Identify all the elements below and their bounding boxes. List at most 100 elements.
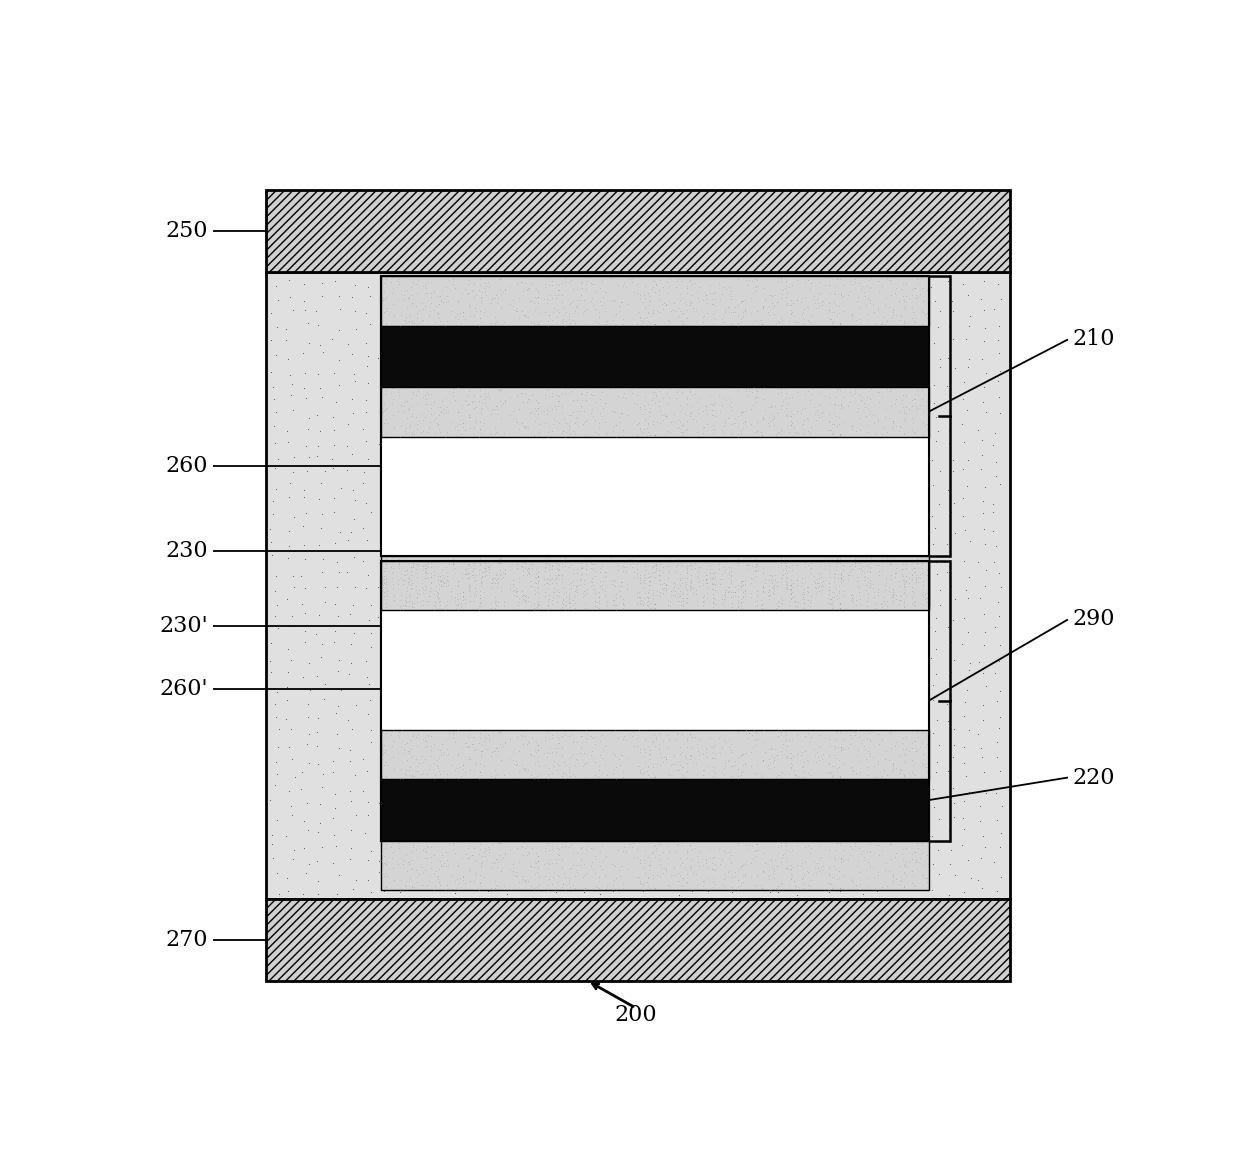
Point: [645, 768, 665, 787]
Point: [577, 560, 596, 578]
Point: [852, 557, 872, 576]
Point: [918, 767, 937, 786]
Point: [785, 863, 805, 882]
Point: [382, 557, 402, 576]
Point: [897, 554, 916, 572]
Point: [697, 294, 717, 313]
Point: [636, 841, 656, 860]
Point: [895, 584, 915, 603]
Point: [512, 552, 532, 571]
Point: [745, 596, 765, 615]
Point: [704, 750, 724, 768]
Point: [629, 548, 649, 567]
Point: [294, 344, 314, 362]
Point: [906, 853, 926, 872]
Point: [486, 396, 506, 415]
Point: [759, 570, 779, 589]
Point: [412, 574, 432, 592]
Point: [293, 517, 312, 536]
Point: [668, 544, 688, 563]
Point: [377, 307, 397, 326]
Point: [456, 738, 476, 757]
Point: [399, 872, 419, 890]
Point: [376, 554, 396, 572]
Point: [843, 418, 863, 436]
Point: [337, 679, 357, 698]
Point: [799, 298, 818, 317]
Point: [474, 588, 494, 606]
Point: [450, 868, 470, 887]
Point: [973, 826, 993, 845]
Point: [833, 850, 853, 869]
Point: [653, 604, 673, 623]
Point: [791, 434, 811, 453]
Point: [438, 863, 458, 882]
Point: [552, 594, 572, 612]
Point: [646, 274, 666, 293]
Point: [528, 567, 548, 585]
Point: [342, 287, 362, 306]
Point: [508, 466, 528, 484]
Point: [560, 359, 580, 378]
Point: [500, 741, 520, 760]
Point: [794, 579, 813, 598]
Point: [371, 487, 391, 506]
Point: [573, 868, 593, 887]
Point: [863, 859, 883, 877]
Point: [358, 611, 378, 630]
Point: [260, 791, 280, 809]
Point: [905, 877, 925, 896]
Point: [503, 570, 523, 589]
Point: [753, 298, 773, 317]
Point: [634, 594, 653, 612]
Point: [539, 276, 559, 294]
Point: [789, 823, 808, 842]
Point: [872, 877, 892, 896]
Point: [801, 418, 821, 436]
Point: [622, 552, 642, 571]
Point: [368, 578, 388, 597]
Point: [392, 759, 412, 778]
Point: [666, 866, 686, 884]
Point: [642, 560, 662, 578]
Point: [864, 425, 884, 443]
Point: [663, 278, 683, 297]
Point: [405, 274, 425, 293]
Point: [471, 405, 491, 423]
Point: [587, 576, 606, 595]
Point: [464, 385, 484, 404]
Point: [661, 751, 681, 769]
Point: [658, 422, 678, 441]
Point: [373, 583, 393, 602]
Point: [413, 730, 433, 748]
Point: [372, 741, 392, 760]
Point: [470, 386, 490, 405]
Point: [677, 561, 697, 579]
Point: [593, 406, 613, 425]
Point: [324, 825, 343, 843]
Point: [539, 869, 559, 888]
Point: [975, 378, 994, 396]
Point: [714, 423, 734, 442]
Point: [443, 554, 463, 572]
Point: [831, 494, 851, 513]
Point: [799, 639, 818, 658]
Point: [513, 562, 533, 581]
Point: [560, 272, 580, 291]
Point: [463, 282, 482, 300]
Point: [645, 879, 665, 897]
Point: [455, 762, 475, 781]
Point: [807, 290, 827, 308]
Point: [472, 853, 492, 872]
Point: [539, 305, 559, 324]
Point: [645, 283, 665, 301]
Point: [800, 766, 820, 785]
Point: [329, 375, 348, 394]
Point: [918, 422, 937, 441]
Point: [730, 405, 750, 423]
Point: [748, 387, 768, 406]
Point: [703, 594, 723, 612]
Point: [471, 747, 491, 766]
Point: [631, 387, 651, 406]
Point: [730, 766, 750, 785]
